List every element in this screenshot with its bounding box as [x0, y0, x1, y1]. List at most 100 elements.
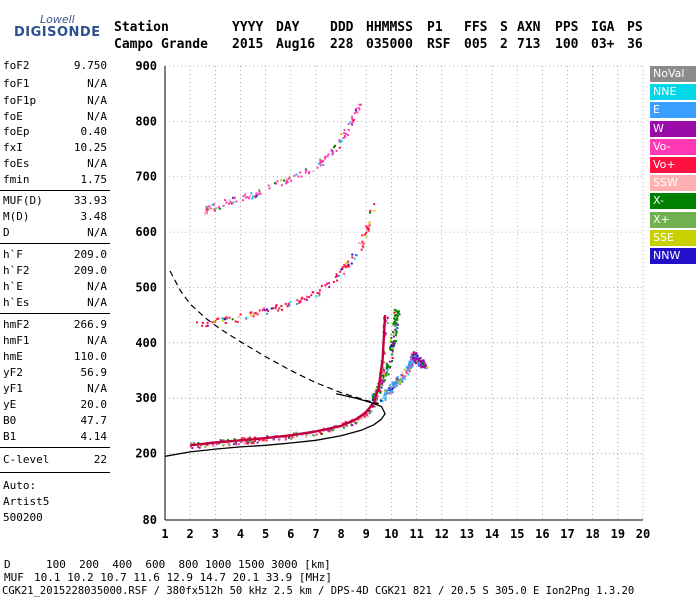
echo-point — [420, 360, 423, 363]
echo-point — [232, 197, 235, 200]
param-name: h`E — [3, 280, 23, 293]
echo-point — [403, 368, 406, 371]
echo-point — [280, 179, 283, 182]
echo-point — [258, 189, 261, 192]
footer-d-values: 100 200 400 600 800 1000 1500 3000 [km] — [46, 558, 331, 571]
header-ps-label: PS — [627, 20, 643, 35]
param-row: M(D) 3.48 — [3, 210, 107, 226]
echo-point — [287, 304, 290, 307]
echo-point — [331, 429, 334, 432]
echo-point — [377, 389, 380, 392]
header-ffs-value: 005 — [464, 37, 488, 52]
echo-point — [368, 224, 371, 227]
param-value: 10.25 — [73, 141, 107, 154]
param-name: h`Es — [3, 296, 30, 309]
echo-point — [362, 242, 365, 245]
echo-point — [383, 374, 386, 377]
param-divider — [0, 447, 110, 448]
echo-point — [360, 248, 363, 251]
echo-point — [247, 442, 250, 445]
echo-point — [278, 307, 281, 310]
echo-point — [393, 311, 396, 314]
echo-point — [223, 443, 226, 446]
echo-point — [394, 383, 397, 386]
echo-point — [366, 226, 369, 229]
echo-point — [225, 321, 228, 324]
x-tick-label: 2 — [187, 527, 194, 541]
echo-point — [390, 344, 393, 347]
echo-point — [413, 357, 416, 360]
echo-point — [413, 359, 416, 362]
param-name: foF1 — [3, 77, 30, 90]
echo-point — [415, 360, 418, 363]
echo-point — [396, 381, 399, 384]
echo-point — [358, 103, 361, 106]
echo-point — [239, 313, 242, 316]
legend-item-ssw: SSW — [650, 175, 696, 192]
echo-point — [303, 298, 306, 301]
param-row: yE 20.0 — [3, 398, 107, 414]
echo-point — [257, 193, 260, 196]
echo-point — [388, 387, 391, 390]
param-row: h`Es N/A — [3, 296, 107, 312]
echo-point — [412, 351, 415, 354]
echo-point — [355, 421, 358, 424]
echo-point — [408, 360, 411, 363]
echo-point — [385, 362, 388, 365]
echo-point — [212, 207, 215, 210]
legend-item-vo-: Vo- — [650, 138, 696, 155]
echo-point — [392, 382, 395, 385]
param-name: hmF2 — [3, 318, 30, 331]
param-name: h`F2 — [3, 264, 30, 277]
echo-point — [318, 293, 321, 296]
param-row: hmE 110.0 — [3, 350, 107, 366]
echo-point — [317, 162, 320, 165]
echo-point — [387, 364, 390, 367]
echo-point — [252, 315, 255, 318]
param-name: foEs — [3, 157, 30, 170]
echo-point — [233, 438, 236, 441]
echo-point — [290, 435, 293, 438]
echo-point — [412, 357, 415, 360]
echo-point — [384, 332, 387, 335]
echo-point — [254, 436, 257, 439]
x-tick-label: 4 — [237, 527, 244, 541]
echo-point — [234, 320, 237, 323]
echo-point — [222, 439, 225, 442]
echo-point — [295, 303, 298, 306]
echo-point — [221, 317, 224, 320]
echo-point — [380, 374, 383, 377]
echo-point — [383, 396, 386, 399]
echo-point — [386, 318, 389, 321]
echo-point — [343, 263, 346, 266]
echo-point — [380, 376, 383, 379]
echo-point — [298, 301, 301, 304]
echo-point — [367, 415, 370, 418]
echo-point — [357, 107, 360, 110]
echo-point — [415, 358, 418, 361]
echo-point — [324, 155, 327, 158]
echo-point — [211, 203, 214, 206]
param-divider — [0, 190, 110, 191]
echo-point — [393, 381, 396, 384]
echo-point — [380, 399, 383, 402]
footer-muf-label: MUF — [4, 571, 24, 584]
echo-point — [318, 289, 321, 292]
param-name: C-level — [3, 453, 50, 466]
echo-point — [390, 389, 393, 392]
echo-point — [242, 195, 245, 198]
echo-point — [373, 393, 376, 396]
echo-point — [393, 343, 396, 346]
header-ddd-value: 228 — [330, 37, 354, 52]
echo-point — [410, 355, 413, 358]
echo-point — [235, 442, 238, 445]
echo-point — [328, 430, 331, 433]
echo-point — [374, 388, 377, 391]
echo-point — [304, 171, 307, 174]
echo-point — [382, 376, 385, 379]
param-name: M(D) — [3, 210, 30, 223]
echo-point — [332, 428, 335, 431]
param-name: MUF(D) — [3, 194, 43, 207]
echo-point — [347, 128, 350, 131]
echo-point — [266, 312, 269, 315]
